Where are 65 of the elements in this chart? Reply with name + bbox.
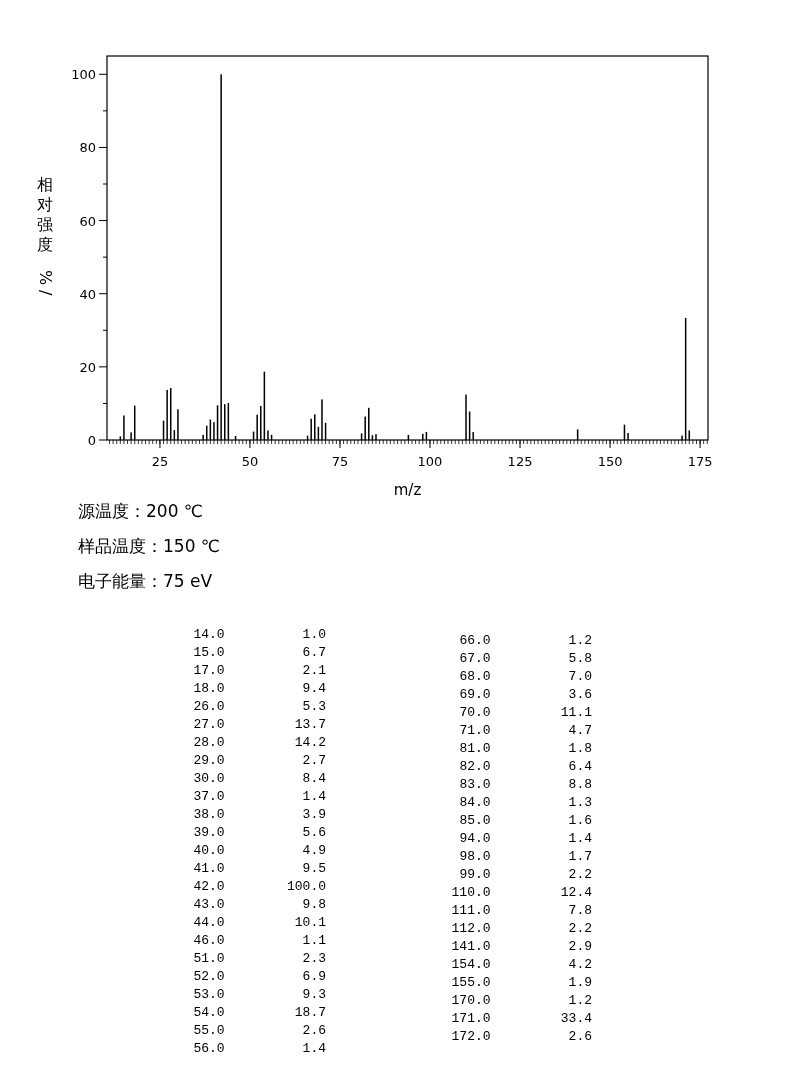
text: 26.0 5.3: [193, 699, 326, 714]
y-tick-label: 40: [79, 286, 96, 302]
text: 141.0 2.9: [451, 939, 592, 954]
text: 40.0 4.9: [193, 843, 326, 858]
text: 99.0 2.2: [459, 867, 592, 882]
text: 51.0 2.3: [193, 951, 326, 966]
text: 82.0 6.4: [459, 759, 593, 774]
x-tick-label: 150: [597, 454, 623, 469]
text: 43.0 9.8: [193, 897, 326, 912]
text: 84.0 1.3: [459, 795, 592, 810]
text: 81.0 1.8: [459, 741, 592, 756]
text: 68.0 7.0: [459, 669, 592, 684]
text: 55.0 2.6: [193, 1023, 326, 1038]
text: 172.0 2.6: [451, 1029, 592, 1044]
text: 15.0 6.7: [193, 645, 326, 660]
text: 37.0 1.4: [193, 789, 327, 804]
text: 56.0 1.4: [193, 1041, 327, 1056]
text: 83.0 8.8: [459, 777, 592, 792]
x-tick-label: 50: [241, 454, 259, 469]
text: 70.0 11.1: [459, 705, 593, 720]
text: 28.0 14.2: [193, 735, 326, 750]
text: 14.0 1.0: [193, 627, 326, 642]
text: 53.0 9.3: [193, 987, 326, 1002]
text: 38.0 3.9: [193, 807, 326, 822]
text: 电子能量：75 eV: [78, 571, 213, 591]
text: 17.0 2.1: [193, 663, 327, 678]
text: 171.0 33.4: [451, 1011, 593, 1026]
text: 69.0 3.6: [459, 687, 592, 702]
text: 30.0 8.4: [193, 771, 327, 786]
y-tick-label: 100: [71, 67, 96, 83]
text: 39.0 5.6: [193, 825, 326, 840]
x-tick-label: 100: [417, 454, 443, 469]
y-tick-label: 60: [79, 213, 96, 229]
text: 27.0 13.7: [193, 717, 326, 732]
text: 29.0 2.7: [193, 753, 326, 768]
text: 46.0 1.1: [193, 933, 327, 948]
text: 41.0 9.5: [193, 861, 326, 876]
text: 54.0 18.7: [193, 1005, 326, 1020]
text: 样品温度：150 ℃: [78, 536, 220, 556]
text: 85.0 1.6: [459, 813, 592, 828]
y-tick-label: 0: [87, 433, 96, 448]
text: 18.0 9.4: [193, 681, 327, 696]
text: 源温度：200 ℃: [78, 501, 203, 521]
x-tick-label: 175: [687, 454, 713, 469]
text: 66.0 1.2: [459, 633, 592, 648]
y-tick-label: 80: [79, 140, 96, 156]
text: 155.0 1.9: [451, 975, 592, 990]
text: 71.0 4.7: [459, 723, 592, 738]
x-tick-label: 75: [331, 454, 349, 469]
text: 98.0 1.7: [459, 849, 592, 864]
text: 52.0 6.9: [193, 969, 326, 984]
y-axis-title: 相对强度%/: [36, 175, 55, 296]
x-tick-label: 125: [507, 454, 533, 469]
text: 67.0 5.8: [459, 651, 592, 666]
x-axis-title: m/z: [393, 481, 422, 499]
text: 42.0 100.0: [193, 879, 326, 894]
text: 112.0 2.2: [451, 921, 592, 936]
text: 111.0 7.8: [451, 903, 592, 918]
text: 170.0 1.2: [451, 993, 592, 1008]
text: 94.0 1.4: [459, 831, 593, 846]
text: 110.0 12.4: [451, 885, 593, 900]
text: 154.0 4.2: [451, 957, 592, 972]
x-tick-label: 25: [151, 454, 169, 469]
y-tick-label: 20: [79, 359, 96, 375]
text: 44.0 10.1: [193, 915, 327, 930]
